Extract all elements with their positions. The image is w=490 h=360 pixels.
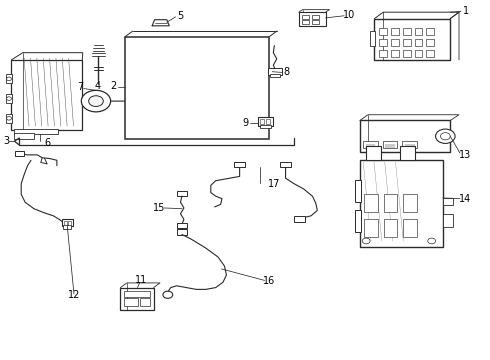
Bar <box>443 198 453 205</box>
Bar <box>379 50 387 57</box>
Circle shape <box>441 133 450 140</box>
Text: 16: 16 <box>263 276 275 286</box>
Bar <box>360 159 443 247</box>
Bar <box>374 19 450 60</box>
Bar <box>391 39 399 46</box>
Bar <box>369 31 375 45</box>
Bar <box>403 194 417 212</box>
Bar <box>402 140 417 148</box>
FancyBboxPatch shape <box>11 60 82 130</box>
Bar <box>176 223 187 228</box>
Bar <box>391 28 399 36</box>
Bar <box>302 21 309 24</box>
Circle shape <box>89 96 103 107</box>
Bar <box>130 100 140 106</box>
Bar <box>125 37 270 139</box>
Bar <box>260 120 264 125</box>
Bar <box>355 180 361 202</box>
Circle shape <box>428 238 436 244</box>
Bar <box>14 134 34 139</box>
Bar <box>5 74 12 83</box>
Circle shape <box>163 291 172 298</box>
Bar <box>403 50 411 57</box>
Bar <box>383 140 397 148</box>
Bar <box>294 216 305 222</box>
Circle shape <box>81 90 111 112</box>
Bar <box>64 221 67 225</box>
Bar <box>443 214 453 226</box>
Bar <box>355 211 361 232</box>
Bar <box>415 50 422 57</box>
Text: 4: 4 <box>95 81 100 91</box>
Bar <box>415 39 422 46</box>
Text: 17: 17 <box>268 179 280 189</box>
Text: 1: 1 <box>463 6 469 17</box>
Bar <box>258 117 273 126</box>
Bar <box>124 298 138 306</box>
Text: 12: 12 <box>68 291 80 301</box>
Text: 10: 10 <box>343 10 356 20</box>
Bar <box>400 146 415 159</box>
Bar <box>234 162 245 167</box>
Bar <box>63 225 71 229</box>
Circle shape <box>6 97 11 100</box>
Bar <box>313 15 319 19</box>
Bar <box>403 39 411 46</box>
Bar <box>426 28 434 36</box>
Bar <box>176 229 187 234</box>
Bar <box>366 146 381 159</box>
Bar <box>364 220 378 237</box>
Bar <box>403 220 417 237</box>
Bar <box>62 220 73 226</box>
Circle shape <box>362 238 370 244</box>
Text: 7: 7 <box>77 82 83 93</box>
Bar <box>121 288 154 310</box>
Bar <box>384 220 397 237</box>
Text: 2: 2 <box>110 81 116 91</box>
Bar <box>260 125 271 128</box>
Bar <box>14 129 58 134</box>
Bar <box>360 121 450 152</box>
Bar <box>426 50 434 57</box>
Bar <box>15 150 24 156</box>
Bar <box>266 120 270 125</box>
Text: 15: 15 <box>153 203 166 213</box>
Bar <box>270 74 280 77</box>
Bar <box>415 28 422 36</box>
Bar <box>391 50 399 57</box>
Text: 8: 8 <box>284 67 290 77</box>
Bar <box>140 298 150 306</box>
Text: 5: 5 <box>177 11 184 21</box>
Bar <box>384 194 397 212</box>
Bar <box>313 21 319 24</box>
Text: 3: 3 <box>3 136 10 146</box>
Circle shape <box>6 77 11 81</box>
Bar <box>426 39 434 46</box>
Circle shape <box>6 117 11 120</box>
Bar <box>5 94 12 103</box>
Bar <box>363 140 378 148</box>
Bar <box>5 114 12 123</box>
Text: 9: 9 <box>242 118 248 128</box>
Circle shape <box>436 129 455 143</box>
Bar <box>68 221 71 225</box>
Bar <box>379 39 387 46</box>
Text: 6: 6 <box>44 139 50 148</box>
Bar <box>176 191 187 196</box>
Bar <box>403 28 411 36</box>
Text: 13: 13 <box>459 150 471 160</box>
Text: 14: 14 <box>459 194 471 204</box>
Bar <box>299 12 326 26</box>
Bar <box>302 15 309 19</box>
Bar <box>269 68 282 75</box>
Text: 11: 11 <box>135 275 147 285</box>
Bar <box>379 28 387 36</box>
Bar <box>364 194 378 212</box>
Bar <box>124 291 150 297</box>
Bar <box>280 162 291 167</box>
